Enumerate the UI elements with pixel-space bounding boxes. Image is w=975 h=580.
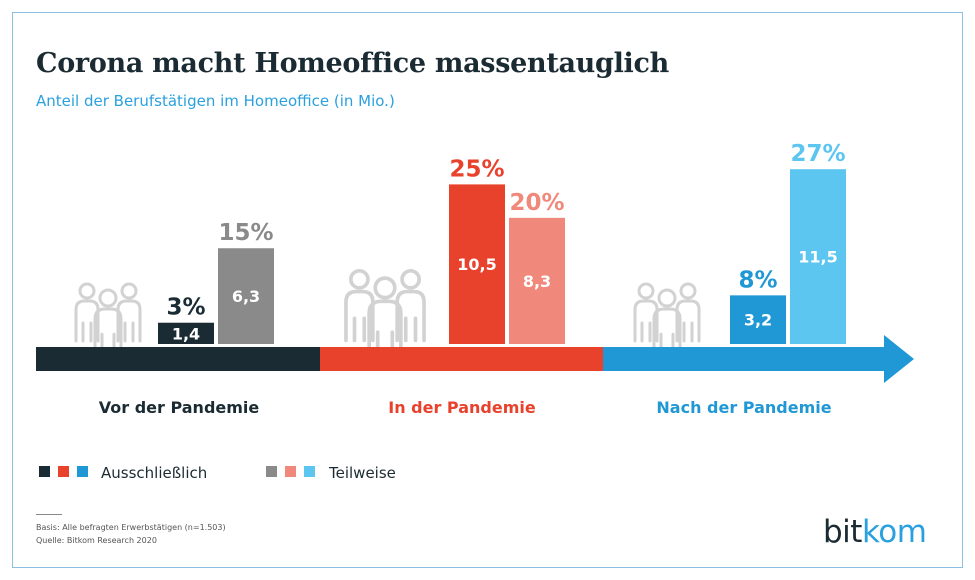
person-body — [93, 307, 123, 357]
bar — [218, 248, 274, 344]
bar-percent-label: 20% — [509, 190, 564, 216]
category-label: In der Pandemie — [388, 398, 536, 417]
person-body — [652, 307, 682, 357]
legend-swatch — [304, 466, 315, 477]
timeline-segment — [603, 347, 885, 371]
timeline-arrowhead — [884, 335, 914, 383]
person-head — [78, 282, 96, 300]
category-label: Vor der Pandemie — [99, 398, 260, 417]
person-head — [98, 288, 118, 308]
person-body — [675, 299, 701, 343]
bar-value-label: 11,5 — [798, 248, 837, 267]
bitkom-logo: bitkom — [823, 514, 927, 550]
chart-subtitle: Anteil der Berufstätigen im Homeoffice (… — [36, 92, 395, 110]
person-head — [637, 282, 655, 300]
bar — [730, 295, 786, 344]
logo-part-bit: bit — [823, 514, 862, 550]
timeline-segment — [320, 347, 603, 371]
person-head — [400, 268, 421, 290]
people-icon — [633, 282, 701, 357]
person-head — [120, 282, 138, 300]
bar-percent-label: 25% — [449, 156, 504, 182]
legend-swatch — [285, 466, 296, 477]
person-head — [657, 288, 677, 308]
bar-percent-label: 8% — [738, 267, 777, 293]
footnote-rule — [36, 514, 62, 515]
person-body — [395, 289, 426, 343]
person-body — [344, 289, 375, 343]
bar-percent-label: 27% — [790, 141, 845, 167]
legend-swatch — [266, 466, 277, 477]
category-label: Nach der Pandemie — [656, 398, 831, 417]
person-head — [679, 282, 697, 300]
logo-part-kom: kom — [861, 514, 927, 550]
bar — [449, 184, 505, 344]
people-icon — [74, 282, 142, 357]
legend-label-ausschliesslich: Ausschließlich — [101, 464, 207, 482]
legend-swatch — [39, 466, 50, 477]
bar — [790, 169, 846, 344]
bar-value-label: 10,5 — [457, 255, 496, 274]
bar — [158, 322, 214, 344]
person-head — [349, 268, 370, 290]
person-head — [373, 276, 397, 300]
legend-swatch — [58, 466, 69, 477]
bar-value-label: 3,2 — [744, 311, 772, 330]
person-body — [367, 299, 403, 360]
bar-percent-label: 15% — [218, 220, 273, 246]
footnote-source: Quelle: Bitkom Research 2020 — [36, 536, 157, 545]
person-body — [633, 299, 659, 343]
bar — [509, 217, 565, 344]
people-icon — [344, 268, 426, 360]
bar-value-label: 6,3 — [232, 287, 260, 306]
legend-label-teilweise: Teilweise — [328, 464, 396, 482]
bar-value-label: 1,4 — [172, 324, 200, 343]
chart-title: Corona macht Homeoffice massentauglich — [36, 48, 669, 79]
chart-frame — [12, 12, 963, 568]
legend-swatch — [77, 466, 88, 477]
bar-value-label: 8,3 — [523, 272, 551, 291]
person-body — [74, 299, 100, 343]
footnote-basis: Basis: Alle befragten Erwerbstätigen (n=… — [36, 523, 226, 532]
person-body — [116, 299, 142, 343]
timeline-segment — [36, 347, 320, 371]
bar-percent-label: 3% — [166, 295, 205, 321]
